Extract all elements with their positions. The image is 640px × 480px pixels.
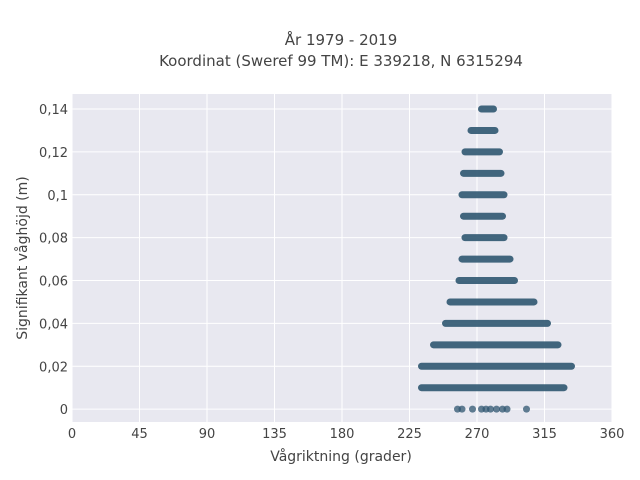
x-tick-label: 225 [397,427,422,442]
y-tick-label: 0,1 [47,189,68,204]
x-tick-label: 360 [600,427,625,442]
data-point [458,405,466,413]
data-point [469,405,476,413]
y-tick-label: 0,12 [39,146,68,161]
data-point [503,405,511,413]
x-tick-label: 270 [465,427,490,442]
x-tick-label: 0 [68,427,76,442]
y-tick-label: 0 [60,403,68,418]
data-point [493,405,500,413]
x-axis-label: Vågriktning (grader) [270,448,412,465]
y-tick-label: 0,14 [39,103,68,118]
y-axis-label: Signifikant våghöjd (m) [14,176,31,339]
x-tick-label: 135 [262,427,287,442]
x-tick-label: 315 [532,427,557,442]
chart-title: År 1979 - 2019 [285,30,398,49]
x-tick-labels: 0 45 90 135 180 225 270 315 360 [68,427,625,442]
data-points [418,105,575,413]
y-tick-label: 0,06 [39,275,68,290]
x-tick-label: 45 [131,427,148,442]
chart-subtitle: Koordinat (Sweref 99 TM): E 339218, N 63… [159,52,523,70]
y-tick-labels: 0 0,02 0,04 0,06 0,08 0,1 0,12 0,14 [39,103,68,418]
y-tick-label: 0,04 [39,317,68,332]
x-tick-label: 180 [330,427,355,442]
y-tick-label: 0,08 [39,232,68,247]
y-tick-label: 0,02 [39,360,68,375]
x-tick-label: 90 [199,427,216,442]
data-point [523,405,530,413]
data-point [487,405,494,413]
